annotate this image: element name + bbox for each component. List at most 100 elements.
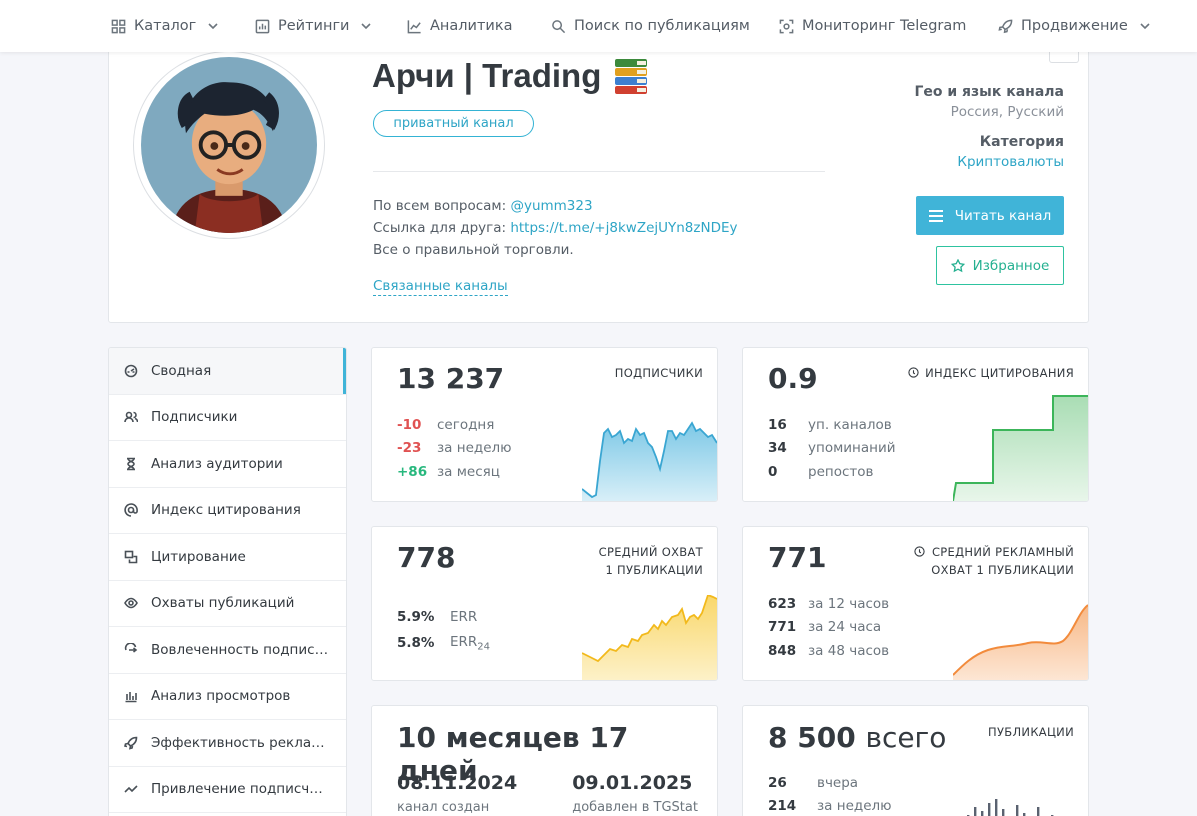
geo-value: Россия, Русский [950, 104, 1064, 120]
description-text: По всем вопросам: [373, 198, 511, 214]
nav-analytics[interactable]: Аналитика [407, 0, 513, 52]
nav-search-posts[interactable]: Поиск по публикациям [551, 0, 750, 52]
card-title-text: СРЕДНИЙ РЕКЛАМНЫЙ ОХВАТ 1 ПУБЛИКАЦИИ [931, 543, 1074, 579]
read-channel-label: Читать канал [954, 207, 1052, 224]
subscribers-count: 13 237 [397, 362, 505, 395]
related-channels-link[interactable]: Связанные каналы [373, 278, 508, 296]
info-icon [914, 546, 925, 557]
reach-card[interactable]: 778 СРЕДНИЙ ОХВАТ 1 ПУБЛИКАЦИИ 5.9% ERR 5… [371, 526, 718, 681]
sidebar-item[interactable]: Подписчики [109, 395, 346, 441]
err24-label: ERR24 [450, 634, 490, 653]
channel-title: Арчи | Trading [372, 57, 649, 95]
card-title-line: СРЕДНИЙ ОХВАТ [598, 545, 703, 559]
citation-index-value: 0.9 [768, 362, 818, 395]
added-date: 09.01.2025 [572, 772, 693, 794]
bar-chart-icon [255, 19, 270, 33]
sidebar-item[interactable]: Индекс цитирования [109, 488, 346, 534]
citation-index-card[interactable]: 0.9 ИНДЕКС ЦИТИРОВАНИЯ 16 уп. каналов 34 у… [742, 347, 1089, 502]
sidebar-item-label: Привлечение подписчиков [151, 781, 331, 798]
category-link[interactable]: Криптовалюты [957, 154, 1064, 170]
nav-promotion-label: Продвижение [1021, 18, 1128, 34]
added-label: добавлен в TGStat [572, 800, 698, 815]
sidebar-item-label: Сводная [151, 362, 212, 379]
err24-subscript: 24 [477, 641, 491, 653]
channel-header-card: Арчи | Trading приватный канал По всем в… [108, 40, 1089, 323]
at-icon [124, 503, 138, 518]
card-title-line: ОХВАТ 1 ПУБЛИКАЦИИ [931, 563, 1074, 577]
card-title: ПОДПИСЧИКИ [615, 364, 703, 382]
stat-label: за неделю [817, 798, 892, 815]
reach-value: 778 [397, 541, 456, 574]
sidebar: Сводная Подписчики Анализ аудитории Индекс … [108, 347, 347, 816]
sidebar-item[interactable]: Цитирование [109, 534, 346, 581]
err-value: 5.9% [397, 609, 435, 625]
sidebar-item[interactable]: Охваты публикаций [109, 581, 346, 627]
ad-reach-sparkline [953, 604, 1088, 680]
stat-row: 26 вчера [768, 771, 892, 795]
stat-label: за месяц [437, 463, 500, 480]
err24-label-text: ERR [450, 633, 478, 650]
stat-label: сегодня [437, 416, 495, 433]
contact-link[interactable]: @yumm323 [510, 198, 593, 214]
card-title: СРЕДНИЙ ОХВАТ 1 ПУБЛИКАЦИИ [599, 543, 703, 579]
nav-promotion[interactable]: Продвижение [998, 0, 1150, 52]
chevron-down-icon [1140, 23, 1150, 30]
nav-monitoring[interactable]: Мониторинг Telegram [779, 0, 966, 52]
dashboard-icon [124, 364, 138, 378]
stat-row: 771 за 24 часа [768, 616, 889, 640]
channel-dates: 08.11.2024 канал создан 09.01.2025 добав… [397, 772, 698, 815]
sidebar-item[interactable]: Привлечение подписчиков [109, 767, 346, 813]
stat-row: 214 за неделю [768, 795, 892, 816]
line-chart-icon [407, 19, 421, 33]
nav-ratings-label: Рейтинги [278, 18, 350, 34]
card-title: ИНДЕКС ЦИТИРОВАНИЯ [908, 364, 1074, 382]
reach-sparkline [582, 595, 717, 680]
posts-card[interactable]: 8 500 всего ПУБЛИКАЦИИ 26 вчера 214 за нед… [742, 705, 1089, 816]
sidebar-item[interactable]: Анализ аудитории [109, 441, 346, 488]
scan-icon [779, 19, 794, 33]
created-date-block: 08.11.2024 канал создан [397, 772, 517, 815]
stat-value: 848 [768, 642, 797, 659]
subscribers-card[interactable]: 13 237 ПОДПИСЧИКИ -10 сегодня -23 за недел… [371, 347, 718, 502]
private-channel-badge: приватный канал [373, 110, 534, 137]
nav-catalog[interactable]: Каталог [111, 0, 218, 52]
stat-value: 26 [768, 774, 787, 791]
ad-reach-rows: 623 за 12 часов 771 за 24 часа 848 за 48 ча… [768, 592, 889, 663]
stat-row: 0 репостов [768, 460, 896, 484]
rocket-icon [124, 736, 138, 750]
stat-label: упоминаний [808, 440, 896, 457]
ad-reach-card[interactable]: 771 СРЕДНИЙ РЕКЛАМНЫЙ ОХВАТ 1 ПУБЛИКАЦИИ… [742, 526, 1089, 681]
sidebar-item[interactable]: Сводная [109, 348, 346, 395]
favorite-button[interactable]: Избранное [936, 246, 1064, 285]
stat-label: вчера [817, 774, 859, 791]
card-title-text: ИНДЕКС ЦИТИРОВАНИЯ [925, 366, 1074, 380]
stat-value: 0 [768, 463, 778, 480]
nav-ratings[interactable]: Рейтинги [255, 0, 372, 52]
sidebar-item[interactable]: Анализ просмотров [109, 674, 346, 720]
stat-value: -10 [397, 416, 422, 433]
users-icon [124, 411, 138, 423]
stat-row: 16 уп. каналов [768, 413, 896, 437]
sidebar-item-label: Анализ аудитории [151, 455, 283, 472]
card-title: ПУБЛИКАЦИИ [988, 723, 1074, 741]
posts-total-word: всего [865, 721, 947, 754]
description-text: Ссылка для друга: [373, 220, 511, 236]
sidebar-item[interactable]: Вовлеченность подписчи... [109, 627, 346, 674]
err24-row: 5.8% ERR24 [397, 630, 490, 656]
stat-value: 16 [768, 416, 787, 433]
invite-link[interactable]: https://t.me/+j8kwZejUYn8zNDEy [510, 220, 738, 236]
stat-label: за неделю [437, 440, 512, 457]
sidebar-item-label: Эффективность рекламы [151, 734, 331, 751]
stat-label: за 12 часов [808, 595, 890, 612]
card-title-line: 1 ПУБЛИКАЦИИ [605, 563, 703, 577]
chevron-down-icon [361, 23, 372, 30]
sidebar-item[interactable]: Эффективность рекламы [109, 720, 346, 767]
category-label: Категория [979, 134, 1064, 150]
stat-value: -23 [397, 440, 422, 457]
sidebar-item-label: Анализ просмотров [151, 688, 291, 705]
err24-value: 5.8% [397, 635, 435, 651]
geo-label: Гео и язык канала [914, 84, 1064, 100]
sidebar-item-label: Подписчики [151, 409, 238, 426]
read-channel-button[interactable]: Читать канал [916, 196, 1064, 235]
books-emoji-icon [615, 59, 648, 94]
